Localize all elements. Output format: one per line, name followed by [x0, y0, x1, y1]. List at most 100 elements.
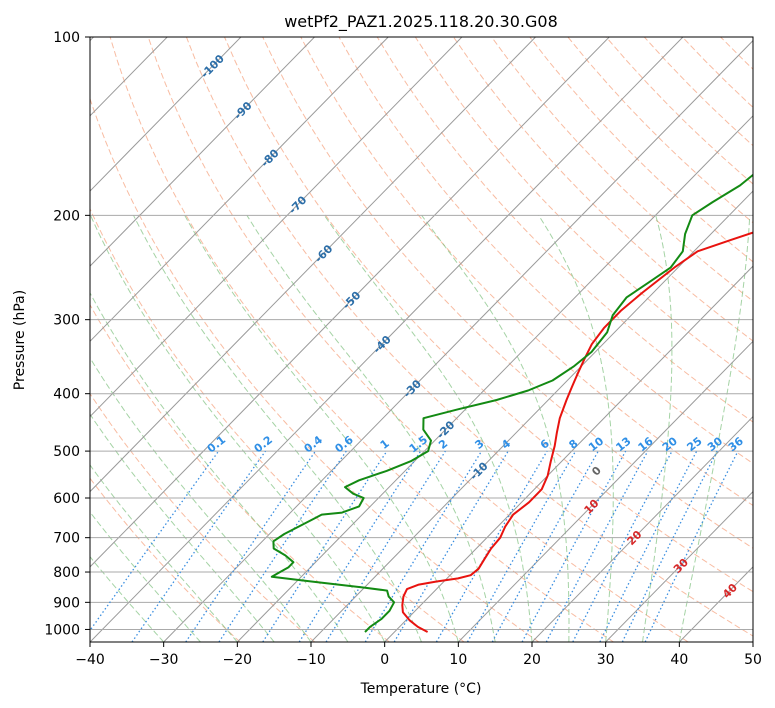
moist-adiabat	[184, 215, 459, 642]
dry-adiabat	[567, 37, 753, 224]
isotherm-line	[90, 37, 389, 343]
isotherm-line	[90, 37, 463, 418]
moist-adiabat	[323, 215, 533, 642]
isotherm-line	[457, 340, 753, 642]
chart-title: wetPf2_PAZ1.2025.118.20.30.G08	[284, 12, 558, 32]
mixing-ratio-line	[90, 450, 220, 632]
y-tick-label: 800	[53, 565, 80, 581]
isotherm-line	[90, 37, 610, 568]
mixing-ratio-line	[466, 450, 577, 642]
isotherm-line	[90, 37, 537, 493]
isotherm-line	[236, 115, 753, 642]
dry-adiabat	[90, 97, 540, 642]
mixing-ratio-label: 4	[499, 437, 513, 452]
x-tick-label: 30	[597, 652, 615, 668]
x-tick-label: −20	[223, 652, 253, 668]
y-tick-label: 700	[53, 531, 80, 547]
y-tick-label: 200	[53, 208, 80, 224]
temperature-profile	[401, 231, 753, 633]
x-tick-label: 20	[523, 652, 541, 668]
isotherm-line	[752, 641, 753, 642]
x-tick-label: −10	[296, 652, 326, 668]
mixing-ratio-line	[521, 450, 627, 642]
profile-series	[270, 173, 753, 633]
mixing-ratio-line	[572, 450, 673, 642]
mixing-ratio-label: 3	[472, 437, 486, 452]
mixing-ratio-line	[491, 450, 599, 642]
isotherm-label: -100	[198, 52, 227, 81]
isotherm-line	[383, 265, 753, 642]
dry-adiabat	[224, 37, 753, 593]
isotherm-line	[90, 37, 684, 642]
dry-adiabat	[491, 37, 753, 302]
dry-adiabat	[90, 207, 465, 642]
dry-adiabat	[90, 392, 316, 642]
dry-adiabat	[759, 37, 775, 642]
y-axis-title: Pressure (hPa)	[12, 290, 28, 390]
mixing-ratio-line	[218, 450, 347, 642]
isotherm-line	[531, 415, 753, 642]
mixing-ratio-line	[393, 450, 509, 642]
moist-adiabat	[90, 555, 165, 642]
background-lines	[90, 37, 775, 642]
mixing-ratio-line	[599, 450, 698, 642]
isotherm-line	[310, 190, 753, 642]
dry-adiabat	[109, 37, 614, 642]
mixing-ratio-line	[364, 450, 483, 642]
dry-adiabat	[682, 37, 753, 109]
dry-adiabat	[90, 303, 390, 642]
moist-adiabat	[246, 215, 496, 642]
mixing-ratio-line	[131, 450, 267, 642]
isotherm-line	[604, 490, 753, 642]
mixing-ratio-line	[185, 450, 317, 642]
y-tick-label: 300	[53, 313, 80, 329]
mixing-ratio-line	[545, 450, 649, 642]
isotherm-line	[90, 37, 242, 192]
x-tick-label: 10	[449, 652, 467, 668]
x-tick-label: 0	[380, 652, 389, 668]
axes: −40 −30 −20 −10 0 10 20 30 40 5010020030040050060…	[44, 30, 762, 668]
dry-adiabat	[300, 37, 753, 507]
isotherm-line	[90, 37, 168, 117]
dry-adiabat	[338, 37, 753, 465]
moist-adiabat	[133, 215, 422, 642]
dry-adiabat	[720, 37, 753, 70]
y-tick-label: 500	[53, 444, 80, 460]
dry-adiabat	[376, 37, 753, 423]
isotherm-line	[678, 566, 753, 642]
x-tick-label: 40	[670, 652, 688, 668]
dry-adiabat	[643, 37, 753, 147]
dry-adiabat	[414, 37, 753, 382]
dry-adiabat	[147, 37, 689, 642]
moist-adiabat	[90, 291, 349, 642]
mixing-ratio-label: 1	[378, 437, 392, 452]
mixing-ratio-line	[262, 450, 388, 642]
moist-adiabat	[90, 464, 238, 642]
dry-adiabat	[90, 477, 241, 642]
dry-adiabat	[453, 37, 753, 342]
mixing-ratio-label: 6	[538, 437, 552, 452]
y-tick-label: 400	[53, 387, 80, 403]
x-tick-label: −40	[75, 652, 105, 668]
x-axis-title: Temperature (°C)	[360, 681, 482, 697]
moist-adiabat	[90, 215, 386, 642]
isotherm-label: 0	[589, 464, 604, 479]
mixing-ratio-line	[298, 450, 422, 642]
isotherm-line	[90, 37, 316, 267]
moist-adiabat	[642, 215, 673, 642]
moist-adiabat	[90, 511, 201, 642]
mixing-ratio-label: 0.2	[252, 433, 275, 455]
x-tick-label: −30	[149, 652, 179, 668]
y-tick-label: 900	[53, 595, 80, 611]
moist-adiabat	[678, 215, 751, 642]
plot-frame	[89, 36, 754, 643]
isotherm-line	[162, 39, 753, 642]
moist-adiabat	[538, 215, 614, 642]
dry-adiabat	[185, 37, 753, 637]
moist-adiabat	[90, 356, 312, 642]
mixing-ratio-label: 0.6	[332, 433, 356, 455]
mixing-ratio-line	[621, 450, 718, 642]
mixing-ratio-label: 0.4	[302, 433, 326, 455]
mixing-ratio-label: 0.1	[205, 433, 228, 455]
